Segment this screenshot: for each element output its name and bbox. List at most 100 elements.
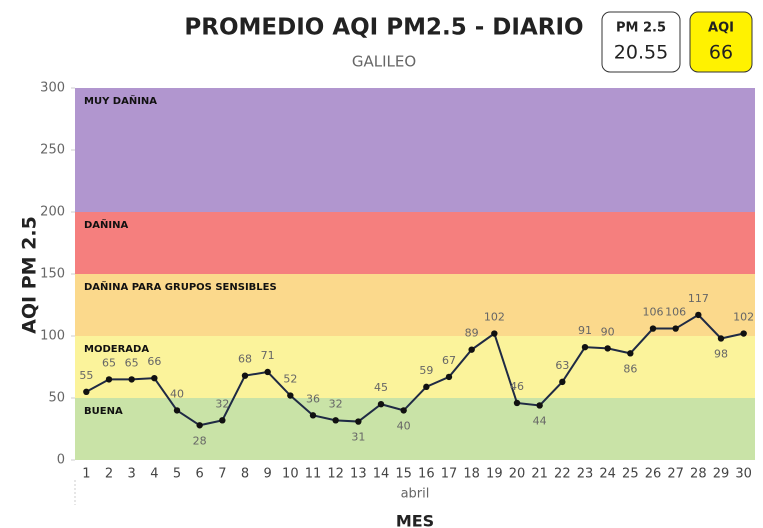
- data-point: [491, 330, 498, 337]
- data-label: 71: [261, 349, 275, 362]
- data-label: 66: [147, 355, 161, 368]
- data-label: 31: [351, 431, 365, 444]
- data-point: [287, 392, 294, 399]
- kpi-card: [689, 11, 753, 73]
- data-point: [559, 378, 566, 386]
- data-label: 106: [665, 306, 686, 319]
- y-tick-label: 200: [40, 205, 65, 220]
- x-tick-label: 15: [395, 467, 412, 482]
- x-tick-label: 23: [577, 467, 594, 482]
- data-point: [309, 412, 317, 419]
- x-tick-label: 6: [196, 467, 204, 482]
- data-label: 90: [601, 325, 615, 338]
- y-axis-title: AQI PM 2.5: [19, 216, 41, 334]
- aqi-band: [75, 274, 755, 336]
- data-label: 52: [283, 373, 297, 386]
- x-tick-label: 30: [735, 467, 752, 482]
- x-tick-label: 18: [463, 467, 480, 482]
- data-label: 44: [533, 414, 547, 427]
- data-point: [536, 402, 543, 409]
- x-tick-label: 17: [441, 467, 458, 482]
- data-label: 65: [125, 356, 139, 369]
- data-point: [173, 407, 181, 414]
- band-label: DAÑINA: [84, 218, 128, 231]
- data-point: [241, 372, 249, 379]
- x-tick-label: 19: [486, 467, 503, 482]
- x-tick-label: 14: [373, 467, 390, 482]
- data-point: [423, 383, 430, 391]
- aqi-band: [75, 336, 755, 398]
- data-label: 63: [555, 359, 569, 372]
- x-tick-label: 24: [599, 467, 616, 482]
- band-label: MUY DAÑINA: [84, 94, 157, 107]
- data-label: 32: [215, 397, 229, 410]
- series-line: [85, 313, 744, 427]
- data-point: [377, 401, 385, 408]
- x-tick-label: 4: [150, 467, 158, 482]
- y-tick-label: 150: [40, 267, 65, 282]
- x-tick-label: 22: [554, 467, 571, 482]
- x-tick-label: 10: [282, 467, 299, 482]
- data-label: 89: [465, 327, 479, 340]
- data-point: [581, 343, 589, 351]
- data-point: [649, 325, 657, 332]
- band-label: DAÑINA PARA GRUPOS SENSIBLES: [84, 280, 277, 293]
- x-group-label: abril: [401, 487, 430, 502]
- data-label: 67: [442, 354, 456, 367]
- data-point: [604, 345, 611, 352]
- data-label: 55: [79, 369, 93, 382]
- x-tick-label: 2: [105, 467, 113, 482]
- aqi-band: [75, 212, 755, 274]
- x-tick-label: 26: [645, 467, 662, 482]
- y-tick-label: 100: [40, 329, 65, 344]
- data-label: 36: [306, 392, 320, 405]
- kpi-value: 20.55: [614, 42, 668, 64]
- data-label: 68: [238, 353, 252, 366]
- data-label: 91: [578, 324, 592, 337]
- kpi-label: PM 2.5: [616, 21, 666, 36]
- x-tick-label: 9: [264, 467, 272, 482]
- y-tick-label: 50: [48, 391, 65, 406]
- data-point: [627, 350, 634, 357]
- data-point: [355, 418, 362, 425]
- kpi-value: 66: [709, 42, 733, 64]
- data-point: [468, 346, 475, 353]
- x-tick-label: 5: [173, 467, 181, 482]
- x-tick-label: 21: [531, 467, 548, 482]
- data-label: 28: [193, 434, 207, 447]
- x-tick-label: 3: [128, 467, 136, 482]
- chart-subtitle: GALILEO: [352, 53, 416, 71]
- aqi-band: [75, 398, 755, 460]
- data-label: 98: [714, 347, 728, 360]
- x-tick-label: 13: [350, 467, 367, 482]
- x-tick-label: 20: [509, 467, 526, 482]
- data-label: 102: [733, 311, 754, 324]
- data-label: 106: [643, 306, 664, 319]
- x-tick-label: 27: [667, 467, 684, 482]
- x-tick-label: 25: [622, 467, 639, 482]
- data-point: [128, 376, 135, 383]
- data-point: [151, 374, 158, 382]
- x-tick-label: 8: [241, 467, 249, 482]
- data-point: [219, 417, 226, 424]
- data-point: [264, 368, 271, 376]
- y-tick-label: 250: [40, 143, 65, 158]
- y-tick-label: 0: [57, 453, 65, 468]
- kpi-card: [601, 11, 681, 73]
- x-axis-title: MES: [396, 512, 434, 528]
- data-label: 59: [419, 364, 433, 377]
- kpi-label: AQI: [708, 21, 734, 36]
- x-tick-label: 1: [82, 467, 90, 482]
- data-point: [105, 376, 113, 383]
- x-tick-label: 12: [327, 467, 344, 482]
- data-point: [83, 388, 90, 395]
- band-label: MODERADA: [84, 344, 149, 355]
- data-point: [513, 399, 521, 407]
- data-label: 40: [170, 387, 184, 400]
- data-label: 102: [484, 311, 505, 324]
- data-point: [196, 422, 203, 429]
- data-label: 40: [397, 419, 411, 432]
- x-tick-label: 11: [305, 467, 322, 482]
